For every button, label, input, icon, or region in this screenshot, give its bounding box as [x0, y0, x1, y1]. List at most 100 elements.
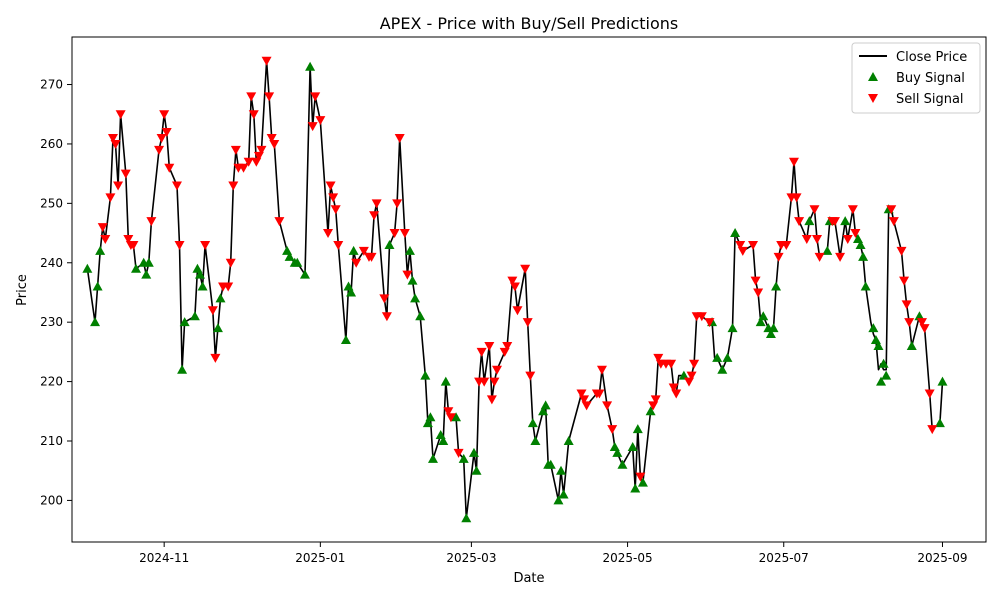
y-tick-label: 260: [40, 137, 63, 151]
buy-signal-marker: [471, 465, 482, 475]
buy-signal-marker: [197, 281, 208, 291]
sell-signal-marker: [829, 217, 840, 227]
buy-signal-marker: [678, 370, 689, 380]
x-tick-label: 2025-05: [602, 551, 652, 565]
sell-signal-marker: [896, 246, 907, 256]
buy-signal-marker: [422, 418, 433, 428]
buy-signal-marker: [212, 323, 223, 333]
sell-signal-marker: [107, 134, 118, 143]
sell-signal-marker: [269, 139, 280, 149]
x-tick-label: 2025-09: [917, 551, 967, 565]
y-tick-label: 270: [40, 78, 63, 92]
buy-signal-marker: [92, 281, 103, 291]
sell-signal-marker: [788, 157, 799, 167]
buy-signal-marker: [645, 406, 656, 416]
sell-signal-marker: [502, 341, 513, 351]
sell-signal-marker: [607, 425, 618, 435]
buy-signal-marker: [415, 311, 426, 321]
y-axis: 200 210 220 230 240 250 260 270: [40, 78, 72, 507]
sell-signal-marker: [392, 199, 403, 209]
sell-signal-marker: [171, 181, 182, 191]
sell-signal-marker: [596, 365, 607, 375]
sell-signal-marker: [507, 276, 518, 286]
buy-signal-marker: [768, 323, 779, 333]
buy-signal-marker: [722, 352, 733, 362]
sell-signal-marker: [781, 240, 792, 250]
sell-signal-marker: [100, 235, 111, 244]
sell-signal-marker: [266, 134, 277, 143]
sell-signal-marker: [666, 359, 677, 369]
sell-signal-marker: [594, 389, 605, 399]
buy-signal-marker: [858, 251, 869, 261]
buy-signal-marker: [340, 335, 351, 344]
buy-signal-marker: [755, 317, 766, 327]
sell-signal-marker: [110, 139, 121, 149]
buy-signal-marker: [868, 323, 879, 333]
buy-signal-marker: [617, 459, 628, 469]
buy-signal-marker: [630, 483, 641, 493]
sell-signal-marker: [105, 193, 116, 203]
sell-signal-marker: [399, 229, 410, 239]
sell-signal-marker: [520, 264, 531, 274]
sell-signal-marker: [210, 353, 221, 363]
buy-signal-marker: [346, 287, 357, 297]
buy-signal-marker: [730, 228, 741, 238]
buy-signal-marker: [189, 311, 200, 321]
sell-signal-marker: [443, 407, 454, 417]
buy-signal-marker: [553, 495, 564, 505]
sell-signal-marker: [812, 235, 823, 244]
x-axis: 2024-11 2025-01 2025-03 2025-05 2025-07 2025-…: [139, 542, 968, 565]
buy-signal-marker: [771, 281, 782, 291]
buy-signal-marker: [632, 424, 643, 434]
buy-signal-marker: [458, 453, 469, 463]
buy-signal-marker: [876, 376, 887, 386]
sell-signal-marker: [97, 223, 108, 233]
sell-signal-marker: [366, 252, 377, 262]
sell-signal-marker: [735, 240, 746, 250]
buy-signal-marker: [937, 376, 948, 386]
buy-signal-marker: [299, 269, 310, 279]
buy-signal-marker: [717, 364, 728, 374]
sell-signal-marker: [402, 270, 413, 280]
sell-signal-marker: [748, 240, 759, 250]
buy-signal-marker: [538, 406, 549, 416]
sell-signal-marker: [453, 448, 464, 458]
sell-signal-marker: [333, 240, 344, 250]
sell-signal-marker: [225, 258, 236, 268]
sell-signal-marker: [123, 235, 134, 244]
sell-signal-marker: [509, 282, 520, 292]
sell-signal-marker: [888, 217, 899, 227]
buy-signal-marker: [556, 465, 567, 475]
buy-signal-marker: [758, 311, 769, 321]
x-tick-label: 2025-01: [295, 551, 345, 565]
sell-signal-marker: [264, 92, 275, 102]
buy-signal-marker: [425, 412, 436, 422]
buy-signal-marker: [860, 281, 871, 291]
sell-signal-marker: [696, 312, 707, 322]
buy-signal-marker: [540, 400, 551, 410]
sell-signal-marker: [200, 240, 211, 250]
sell-signal-marker: [924, 389, 935, 399]
buy-signal-marker: [627, 441, 638, 451]
sell-signal-marker: [750, 276, 761, 286]
sell-signal-marker: [159, 110, 170, 120]
sell-signal-marker: [238, 163, 249, 173]
buy-signal-marker: [420, 370, 431, 380]
legend-box: [851, 42, 981, 114]
sell-signal-marker: [146, 217, 157, 227]
x-axis-label: Date: [513, 571, 544, 586]
chart-title: APEX - Price with Buy/Sell Predictions: [380, 14, 679, 33]
sell-signal-marker: [479, 377, 490, 387]
sell-signal-marker: [379, 294, 390, 304]
buy-signal-marker: [914, 311, 925, 321]
buy-signal-marker: [179, 317, 190, 327]
sell-signal-marker: [773, 252, 784, 262]
buy-signal-marker: [215, 293, 226, 303]
sell-signal-marker: [161, 128, 172, 138]
sell-signal-marker: [801, 235, 812, 244]
buy-signal-marker: [131, 263, 142, 273]
sell-signal-marker: [274, 217, 285, 227]
sell-signal-marker: [576, 389, 587, 399]
sell-signal-marker: [256, 145, 267, 155]
sell-signal-marker: [653, 353, 664, 363]
